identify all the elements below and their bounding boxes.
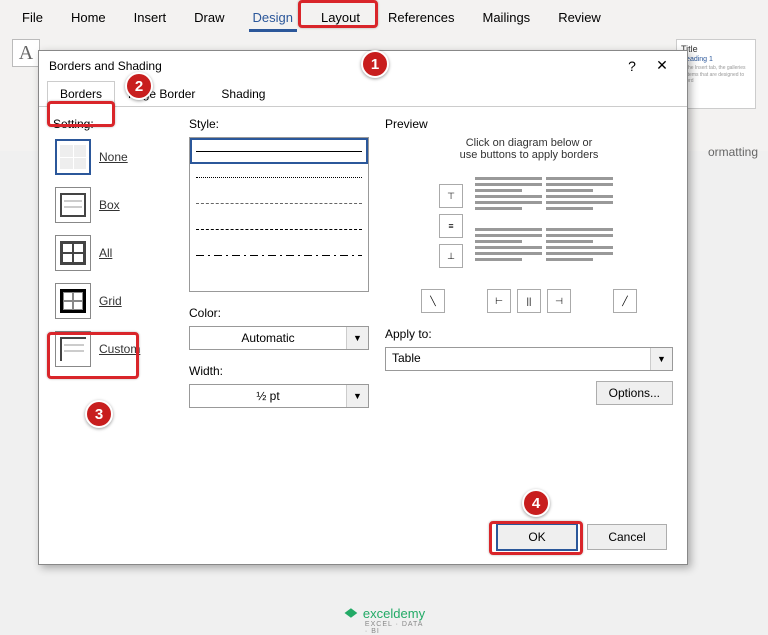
- style-column: Style: Color: Automatic ▼ Width: ½ pt ▼: [189, 117, 369, 497]
- close-button[interactable]: ✕: [647, 57, 677, 74]
- setting-grid[interactable]: Grid: [53, 281, 173, 321]
- diagram-canvas[interactable]: [469, 171, 619, 281]
- chevron-down-icon: ▼: [650, 348, 672, 370]
- grid-icon: [55, 283, 91, 319]
- setting-none[interactable]: None: [53, 137, 173, 177]
- tab-layout[interactable]: Layout: [307, 4, 374, 31]
- color-label: Color:: [189, 306, 369, 320]
- dialog-titlebar: Borders and Shading ? ✕: [39, 51, 687, 80]
- preview-body: In the Insert tab, the galleries of item…: [681, 65, 751, 85]
- options-button[interactable]: Options...: [596, 381, 673, 405]
- setting-all[interactable]: All: [53, 233, 173, 273]
- width-dropdown[interactable]: ½ pt ▼: [189, 384, 369, 408]
- width-value: ½ pt: [190, 385, 346, 407]
- border-top-button[interactable]: ⊤: [439, 184, 463, 208]
- color-value: Automatic: [190, 327, 346, 349]
- tab-review[interactable]: Review: [544, 4, 615, 31]
- chevron-down-icon: ▼: [346, 327, 368, 349]
- dialog-body: Setting: None Box All Grid: [39, 107, 687, 507]
- tab-borders[interactable]: Borders: [47, 81, 115, 107]
- setting-custom[interactable]: Custom: [53, 329, 173, 369]
- width-label: Width:: [189, 364, 369, 378]
- custom-label: Custom: [99, 342, 140, 356]
- border-left-button[interactable]: ⊢: [487, 289, 511, 313]
- border-diag-down-button[interactable]: ╲: [421, 289, 445, 313]
- help-button[interactable]: ?: [617, 58, 647, 74]
- watermark: exceldemy EXCEL · DATA · BI: [343, 605, 425, 621]
- grid-label: Grid: [99, 294, 122, 308]
- watermark-name: exceldemy: [363, 606, 425, 621]
- cancel-button[interactable]: Cancel: [587, 524, 667, 550]
- border-middle-h-button[interactable]: ≡: [439, 214, 463, 238]
- apply-to-dropdown[interactable]: Table ▼: [385, 347, 673, 371]
- style-dashdot[interactable]: [190, 242, 368, 268]
- setting-label: Setting:: [53, 117, 173, 131]
- color-dropdown[interactable]: Automatic ▼: [189, 326, 369, 350]
- dialog-title: Borders and Shading: [49, 59, 617, 73]
- chevron-down-icon: ▼: [346, 385, 368, 407]
- style-label: Style:: [189, 117, 369, 131]
- tab-home[interactable]: Home: [57, 4, 120, 31]
- preview-heading: Heading 1: [681, 56, 751, 63]
- apply-to-label: Apply to:: [385, 327, 673, 341]
- border-right-button[interactable]: ⊣: [547, 289, 571, 313]
- none-icon: [55, 139, 91, 175]
- border-bottom-button[interactable]: ⊥: [439, 244, 463, 268]
- tab-page-border[interactable]: Page Border: [115, 81, 208, 107]
- ribbon-tabs: File Home Insert Draw Design Layout Refe…: [0, 0, 768, 31]
- box-label: Box: [99, 198, 120, 212]
- preview-diagram: ⊤ ≡ ⊥: [385, 171, 673, 281]
- style-solid[interactable]: [190, 138, 368, 164]
- setting-column: Setting: None Box All Grid: [53, 117, 173, 497]
- none-label: None: [99, 150, 128, 164]
- tab-references[interactable]: References: [374, 4, 468, 31]
- watermark-sub: EXCEL · DATA · BI: [365, 621, 425, 635]
- custom-icon: [55, 331, 91, 367]
- border-diag-up-button[interactable]: ╱: [613, 289, 637, 313]
- style-dotted[interactable]: [190, 164, 368, 190]
- borders-shading-dialog: Borders and Shading ? ✕ Borders Page Bor…: [38, 50, 688, 565]
- ok-button[interactable]: OK: [497, 524, 577, 550]
- tab-file[interactable]: File: [8, 4, 57, 31]
- style-dashed-small[interactable]: [190, 190, 368, 216]
- themes-icon[interactable]: A: [12, 39, 40, 67]
- border-middle-v-button[interactable]: ||: [517, 289, 541, 313]
- apply-to-value: Table: [386, 348, 650, 370]
- style-list[interactable]: [189, 137, 369, 292]
- preview-title: Title: [681, 44, 751, 54]
- preview-column: Preview Click on diagram below oruse but…: [385, 117, 673, 497]
- title-style-preview[interactable]: Title Heading 1 In the Insert tab, the g…: [676, 39, 756, 109]
- tab-shading[interactable]: Shading: [208, 81, 278, 107]
- tab-insert[interactable]: Insert: [120, 4, 181, 31]
- preview-label: Preview: [385, 117, 673, 131]
- tab-mailings[interactable]: Mailings: [469, 4, 545, 31]
- tab-draw[interactable]: Draw: [180, 4, 238, 31]
- setting-box[interactable]: Box: [53, 185, 173, 225]
- style-dashed[interactable]: [190, 216, 368, 242]
- preview-hint: Click on diagram below oruse buttons to …: [385, 137, 673, 161]
- tab-design[interactable]: Design: [239, 4, 307, 31]
- dialog-tabs: Borders Page Border Shading: [39, 80, 687, 107]
- all-label: All: [99, 246, 112, 260]
- dialog-footer: OK Cancel: [497, 524, 667, 550]
- box-icon: [55, 187, 91, 223]
- all-icon: [55, 235, 91, 271]
- formatting-label: ormatting: [708, 145, 758, 159]
- exceldemy-icon: [343, 605, 359, 621]
